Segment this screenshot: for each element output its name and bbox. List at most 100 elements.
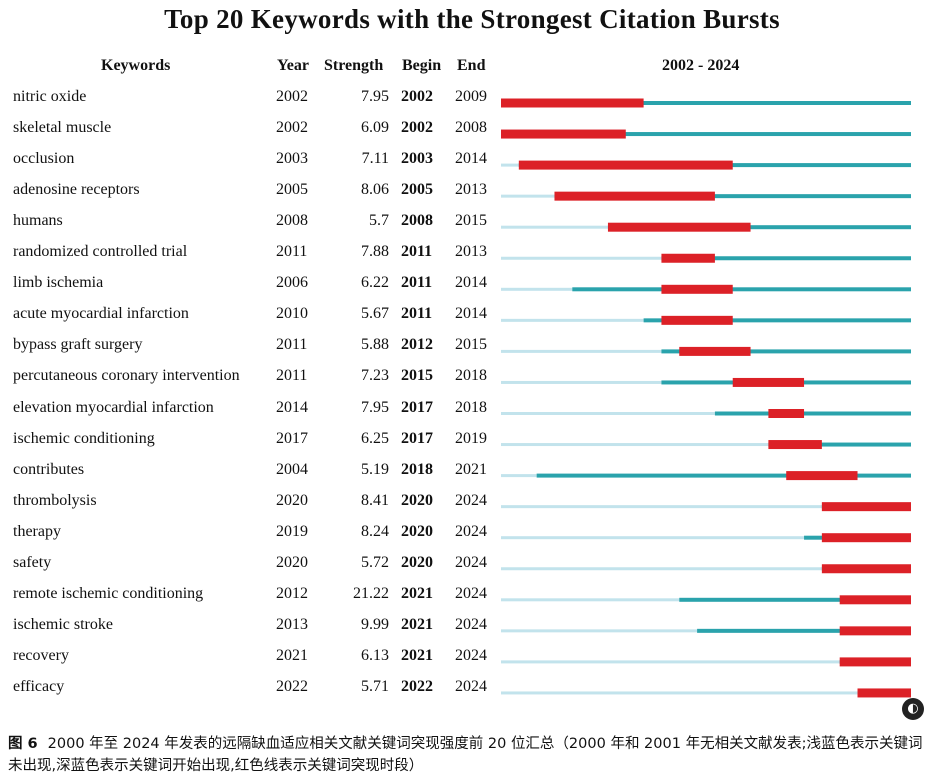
row-year: 2005 xyxy=(276,181,308,199)
row-end: 2013 xyxy=(455,181,487,199)
row-keyword: adenosine receptors xyxy=(13,181,140,199)
row-keyword: therapy xyxy=(13,522,61,540)
row-keyword: randomized controlled trial xyxy=(13,243,188,261)
timeline-burst-segment xyxy=(768,409,805,418)
row-begin: 2020 xyxy=(401,491,433,509)
row-end: 2024 xyxy=(455,553,487,571)
timeline-absent-segment xyxy=(501,474,537,478)
row-end: 2008 xyxy=(455,119,487,137)
logo-icon: ◐ xyxy=(902,698,924,720)
timeline-burst-segment xyxy=(839,626,911,636)
header-begin: Begin xyxy=(402,57,442,74)
timeline-absent-segment xyxy=(501,318,644,322)
row-end: 2021 xyxy=(455,460,487,478)
row-year: 2003 xyxy=(276,150,308,168)
row-end: 2018 xyxy=(455,367,487,385)
row-strength: 7.95 xyxy=(361,88,389,105)
timeline-present-segment xyxy=(536,473,911,478)
header-end: End xyxy=(457,57,486,74)
timeline-absent-segment xyxy=(501,163,519,167)
row-keyword: humans xyxy=(13,212,63,230)
row-begin: 2002 xyxy=(401,88,433,105)
row-strength: 9.99 xyxy=(361,615,389,633)
row-strength: 5.88 xyxy=(361,336,389,354)
row-end: 2024 xyxy=(455,491,487,509)
timeline-burst-segment xyxy=(679,346,751,356)
row-strength: 8.41 xyxy=(361,491,389,509)
timeline-present-segment xyxy=(501,101,911,105)
row-end: 2015 xyxy=(455,336,487,354)
row-begin: 2012 xyxy=(401,336,433,354)
header-strength: Strength xyxy=(324,57,384,74)
row-keyword: efficacy xyxy=(13,677,65,695)
row-end: 2009 xyxy=(455,88,487,105)
timeline-present-segment xyxy=(661,349,911,354)
row-year: 2011 xyxy=(276,336,308,354)
row-strength: 8.06 xyxy=(361,181,389,199)
row-end: 2019 xyxy=(455,429,487,447)
row-strength: 5.71 xyxy=(361,677,389,695)
row-year: 2017 xyxy=(276,429,308,447)
timeline-absent-segment xyxy=(501,194,555,198)
row-keyword: percutaneous coronary intervention xyxy=(13,367,240,385)
timeline-burst-segment xyxy=(661,315,733,325)
row-year: 2020 xyxy=(276,491,308,509)
row-begin: 2008 xyxy=(401,212,433,230)
timeline-burst-segment xyxy=(786,471,858,481)
timeline-burst-segment xyxy=(839,657,911,667)
timeline-burst-segment xyxy=(518,160,733,170)
row-strength: 6.22 xyxy=(361,274,389,292)
timeline-burst-segment xyxy=(821,502,911,512)
timeline-burst-segment xyxy=(607,222,751,232)
row-year: 2012 xyxy=(276,584,308,602)
row-end: 2024 xyxy=(455,615,487,633)
timeline-burst-segment xyxy=(501,98,644,108)
row-year: 2020 xyxy=(276,553,308,571)
burst-timeline xyxy=(501,98,911,698)
timeline-burst-segment xyxy=(661,284,733,294)
timeline-present-segment xyxy=(501,132,911,137)
timeline-present-segment xyxy=(714,411,911,416)
timeline-absent-segment xyxy=(501,225,608,229)
row-year: 2013 xyxy=(276,615,308,633)
timeline-present-segment xyxy=(572,287,911,292)
row-strength: 6.09 xyxy=(361,119,389,137)
timeline-absent-segment xyxy=(501,287,573,291)
timeline-absent-segment xyxy=(501,256,662,260)
row-strength: 5.72 xyxy=(361,553,389,571)
row-strength: 7.23 xyxy=(361,367,389,385)
row-year: 2002 xyxy=(276,88,308,105)
row-year: 2021 xyxy=(276,646,308,664)
row-end: 2014 xyxy=(455,305,487,323)
row-keyword: contributes xyxy=(13,460,85,478)
row-begin: 2002 xyxy=(401,119,433,137)
row-year: 2019 xyxy=(276,522,308,540)
timeline-present-segment xyxy=(661,256,911,261)
figure-caption: 图 6 2000 年至 2024 年发表的远隔缺血适应相关文献关键词突现强度前 2… xyxy=(8,733,936,777)
timeline-present-segment xyxy=(554,194,911,199)
row-begin: 2003 xyxy=(401,150,433,168)
timeline-absent-segment xyxy=(501,443,769,447)
row-strength: 6.13 xyxy=(361,646,389,664)
timeline-absent-segment xyxy=(501,691,858,695)
row-year: 2002 xyxy=(276,119,308,137)
row-begin: 2021 xyxy=(401,615,433,633)
row-begin: 2020 xyxy=(401,522,433,540)
row-year: 2006 xyxy=(276,274,308,292)
row-year: 2011 xyxy=(276,243,308,261)
row-year: 2010 xyxy=(276,305,308,323)
row-year: 2022 xyxy=(276,677,308,695)
row-begin: 2018 xyxy=(401,460,433,478)
row-begin: 2017 xyxy=(401,429,433,447)
row-keyword: safety xyxy=(13,553,52,571)
row-keyword: nitric oxide xyxy=(13,88,87,105)
timeline-burst-segment xyxy=(768,440,822,450)
timeline-absent-segment xyxy=(501,505,822,509)
timeline-present-segment xyxy=(697,628,911,633)
row-keyword: occlusion xyxy=(13,150,75,168)
row-begin: 2005 xyxy=(401,181,433,199)
row-begin: 2015 xyxy=(401,367,433,385)
row-keyword: remote ischemic conditioning xyxy=(13,584,204,602)
row-begin: 2022 xyxy=(401,677,433,695)
row-keyword: ischemic stroke xyxy=(13,615,113,633)
